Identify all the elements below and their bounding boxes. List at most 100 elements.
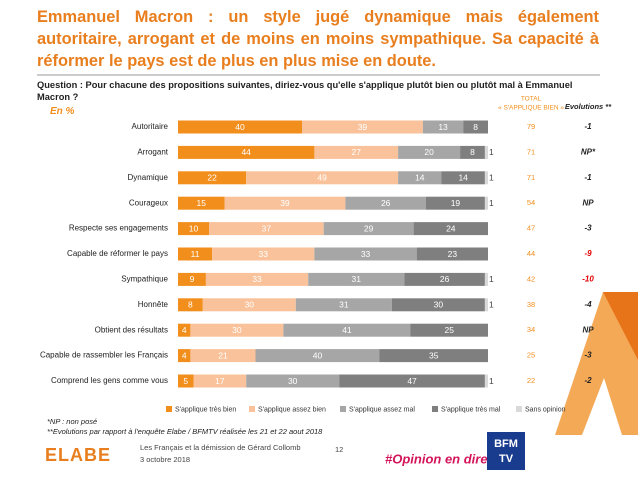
bar-segment [178, 145, 315, 159]
value-label: 8 [188, 300, 193, 310]
evolution-value: -2 [584, 376, 592, 385]
value-label: 15 [197, 198, 207, 208]
value-label: 19 [451, 198, 461, 208]
category-label: Arrogant [137, 148, 168, 157]
category-label: Capable de rassembler les Français [40, 351, 168, 360]
total-value: 79 [527, 122, 535, 131]
value-label: 8 [470, 147, 475, 157]
value-label: 22 [207, 173, 217, 183]
legend-swatch [249, 406, 255, 412]
bar-segment [246, 171, 399, 185]
page-number: 12 [335, 445, 343, 454]
total-header: « S'APPLIQUE BIEN » [498, 105, 564, 112]
total-value: 22 [527, 376, 535, 385]
value-label: 39 [358, 122, 368, 132]
bar-segment [190, 323, 284, 337]
logo: BFM [494, 438, 518, 450]
value-label: 14 [458, 173, 468, 183]
decoration [603, 292, 638, 360]
footnote: *NP : non posé [47, 417, 97, 426]
value-label: 33 [252, 274, 262, 284]
value-label: 26 [381, 198, 391, 208]
source: Les Français et la démission de Gérard C… [140, 443, 301, 452]
legend-swatch [340, 406, 346, 412]
bar-segment [339, 374, 485, 388]
evolution-value: -4 [584, 300, 592, 309]
evolution-value: -3 [584, 224, 592, 233]
value-label: 40 [313, 350, 323, 360]
category-label: Capable de réformer le pays [67, 249, 168, 258]
legend-swatch [516, 406, 522, 412]
value-label: 1 [489, 274, 494, 284]
value-label: 39 [280, 198, 290, 208]
value-label: 1 [489, 300, 494, 310]
bar-segment [422, 120, 464, 134]
unit-label: En % [50, 106, 75, 117]
value-label: 26 [440, 274, 450, 284]
total-value: 71 [527, 173, 535, 182]
bar-segment [484, 171, 488, 185]
bar-segment [283, 323, 411, 337]
bar-segment [413, 222, 488, 236]
bar-segment [410, 323, 488, 337]
value-label: 1 [489, 376, 494, 386]
value-label: 25 [445, 325, 455, 335]
category-label: Obtient des résultats [95, 325, 168, 334]
category-label: Respecte ses engagements [69, 224, 168, 233]
bar-segment [398, 145, 461, 159]
value-label: 40 [235, 122, 245, 132]
bar-segment [178, 222, 209, 236]
bar-segment [178, 272, 206, 286]
value-label: 1 [489, 198, 494, 208]
bar-segment [202, 298, 296, 312]
value-label: 47 [407, 376, 417, 386]
bar-segment [246, 374, 340, 388]
bar-segment [484, 272, 488, 286]
value-label: 37 [262, 223, 272, 233]
legend-label: S'applique assez mal [349, 406, 415, 413]
value-label: 4 [182, 350, 187, 360]
bar-segment [323, 222, 414, 236]
bar-segment [178, 323, 191, 337]
value-label: 10 [189, 223, 199, 233]
logo: TV [499, 453, 514, 465]
value-label: 31 [352, 274, 362, 284]
value-label: 8 [473, 122, 478, 132]
bar-segment [205, 272, 309, 286]
total-value: 71 [527, 147, 535, 156]
value-label: 30 [232, 325, 242, 335]
value-label: 30 [288, 376, 298, 386]
value-label: 31 [339, 300, 349, 310]
value-label: 33 [259, 249, 269, 259]
value-label: 5 [183, 376, 188, 386]
value-label: 35 [429, 350, 439, 360]
bar-segment [224, 196, 346, 210]
legend-label: Sans opinion [525, 406, 566, 413]
bar-segment [178, 196, 225, 210]
logo: ELABE [45, 445, 111, 465]
category-label: Autoritaire [132, 122, 169, 131]
bar-segment [302, 120, 423, 134]
bar-segment [404, 272, 485, 286]
bar-segment [463, 120, 488, 134]
category-label: Sympathique [121, 275, 168, 284]
footnote: **Evolutions par rapport à l'enquête Ela… [47, 427, 323, 436]
value-label: 24 [446, 223, 456, 233]
evolution-value: -10 [582, 275, 594, 284]
total-value: 42 [527, 274, 535, 283]
value-label: 11 [191, 249, 200, 259]
bar-segment [314, 247, 417, 261]
legend-label: S'applique assez bien [258, 406, 326, 413]
bar-segment [391, 298, 485, 312]
bar-segment [178, 298, 203, 312]
value-label: 21 [218, 350, 228, 360]
bar-segment [484, 196, 488, 210]
evolution-value: NP [582, 198, 594, 207]
bar-segment [178, 171, 247, 185]
value-label: 23 [448, 249, 458, 259]
value-label: 27 [352, 147, 362, 157]
evolution-value: -1 [584, 173, 592, 182]
value-label: 20 [424, 147, 434, 157]
